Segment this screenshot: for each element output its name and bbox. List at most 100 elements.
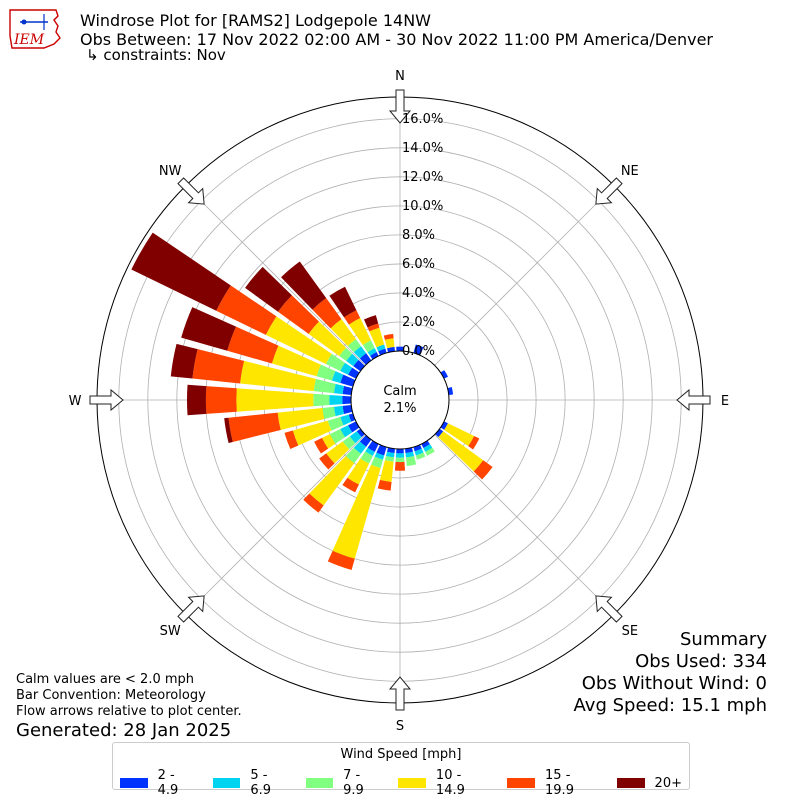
- spoke-ne: [434, 185, 615, 366]
- bar-dir310-bin5: [245, 266, 292, 312]
- bar-dir260-bin4: [228, 412, 281, 442]
- direction-label-nw: NW: [159, 164, 182, 179]
- legend-swatch: [305, 778, 334, 788]
- bar-dir270-bin3: [236, 388, 314, 412]
- bar-dir200-bin4: [327, 550, 355, 570]
- arrow-sw-icon: [177, 595, 205, 623]
- summary-obs-used: Obs Used: 334: [635, 651, 767, 672]
- bar-dir280-bin0: [342, 385, 353, 395]
- flow-arrows-note: Flow arrows relative to plot center.: [16, 704, 242, 719]
- bar-dir260-bin2: [322, 406, 336, 420]
- bar-dir270-bin0: [342, 395, 352, 405]
- bar-dir180-bin2: [395, 457, 405, 463]
- bar-dir220-bin3: [309, 456, 355, 506]
- bar-dir210-bin1: [365, 447, 375, 456]
- bar-dir190-bin1: [385, 451, 395, 458]
- summary-avg-speed: Avg Speed: 15.1 mph: [573, 695, 767, 716]
- bar-dir150-bin0: [421, 440, 430, 448]
- bar-dir160-bin1: [414, 448, 424, 456]
- radial-tick-label: 12.0%: [402, 170, 443, 185]
- bar-dir230-bin2: [342, 436, 356, 450]
- bar-dir150-bin1: [423, 444, 433, 452]
- bar-dir230-bin3: [326, 441, 350, 464]
- bar-dir310-bin2: [339, 347, 353, 362]
- legend-swatch: [507, 778, 536, 788]
- bar-dir330-bin5: [329, 286, 357, 318]
- bar-dir320-bin2: [347, 339, 362, 353]
- bar-dir190-bin4: [377, 479, 392, 491]
- bar-dir260-bin3: [277, 408, 325, 430]
- bar-dir150-bin2: [425, 447, 435, 456]
- bar-dir300-bin4: [216, 285, 277, 335]
- bar-dir290-bin1: [331, 371, 344, 383]
- bar-dir200-bin3: [332, 464, 381, 559]
- bar-dir320-bin4: [312, 297, 342, 329]
- direction-label-ne: NE: [621, 164, 639, 179]
- bar-dir250-bin0: [348, 413, 356, 422]
- chart-title: Windrose Plot for [RAMS2] Lodgepole 14NW: [80, 11, 431, 30]
- bar-dir350-bin3: [384, 338, 395, 349]
- bar-dir180-bin1: [395, 453, 405, 458]
- bar-dir240-bin1: [340, 425, 353, 438]
- bar-dir240-bin0: [348, 421, 360, 433]
- radial-tick-label: 6.0%: [402, 257, 435, 272]
- bar-dir250-bin3: [292, 420, 332, 446]
- iem-logo: IEM: [9, 9, 61, 49]
- radial-tick-label: 16.0%: [402, 112, 443, 127]
- legend-label: 5 - 6.9: [250, 768, 272, 798]
- calm-value: 2.1%: [383, 401, 416, 416]
- legend-item: 10 - 14.9: [398, 768, 493, 798]
- bar-dir280-bin4: [192, 349, 245, 384]
- direction-label-se: SE: [622, 624, 638, 639]
- bar-dir200-bin2: [371, 456, 383, 469]
- legend-label: 15 - 19.9: [545, 768, 574, 798]
- bar-dir120-bin0: [440, 421, 448, 430]
- summary-heading: Summary: [680, 629, 767, 650]
- bar-dir160-bin2: [415, 452, 426, 460]
- bar-dir280-bin3: [240, 360, 316, 392]
- bar-dir330-bin3: [348, 318, 371, 346]
- bar-dir180-bin0: [396, 448, 404, 454]
- radial-tick-label: 8.0%: [402, 228, 435, 243]
- bar-dir320-bin3: [330, 319, 356, 347]
- bar-dir180-bin4: [394, 461, 406, 471]
- radial-tick-label: 4.0%: [402, 286, 435, 301]
- bar-dir280-bin1: [333, 383, 345, 395]
- bar-dir250-bin1: [340, 414, 352, 426]
- legend-swatch: [212, 778, 241, 788]
- legend-swatch: [616, 778, 645, 788]
- bar-dir260-bin5: [224, 417, 233, 444]
- direction-label-w: W: [69, 394, 82, 409]
- logo-text: IEM: [13, 32, 45, 48]
- arrow-e-icon: [676, 388, 711, 412]
- bar-dir340-bin4: [367, 323, 380, 332]
- bar-dir310-bin4: [278, 295, 319, 334]
- radial-tick-labels: 0.0% 2.0% 4.0% 6.0% 8.0% 10.0% 12.0% 14.0% 16.0%: [402, 112, 443, 359]
- bar-dir130-bin4: [473, 460, 493, 480]
- bar-dir240-bin3: [321, 434, 336, 449]
- direction-label-e: E: [721, 394, 729, 409]
- bar-dir270-bin5: [186, 384, 207, 416]
- legend-item: 20+: [616, 768, 682, 798]
- arrow-n-icon: [388, 89, 412, 124]
- bar-convention: Bar Convention: Meteorology: [16, 688, 206, 703]
- arrow-s-icon: [388, 676, 412, 711]
- bar-dir200-bin1: [374, 452, 385, 460]
- bar-dir250-bin4: [284, 430, 299, 450]
- bar-dir240-bin4: [314, 437, 329, 454]
- bar-dir230-bin0: [356, 428, 365, 438]
- bar-dir300-bin1: [340, 362, 353, 375]
- bar-dir260-bin1: [333, 405, 345, 417]
- arrow-se-icon: [595, 595, 623, 623]
- bar-dir290-bin5: [181, 307, 237, 351]
- spoke-nw: [185, 185, 366, 366]
- bar-dir220-bin4: [303, 493, 324, 513]
- bar-dir300-bin5: [131, 232, 231, 311]
- arrow-ne-icon: [595, 177, 623, 205]
- legend-label: 2 - 4.9: [157, 768, 179, 798]
- legend-swatch: [120, 778, 148, 788]
- bar-dir260-bin0: [342, 405, 353, 415]
- bar-dir130-bin0: [435, 428, 444, 438]
- bar-dir330-bin2: [362, 340, 375, 353]
